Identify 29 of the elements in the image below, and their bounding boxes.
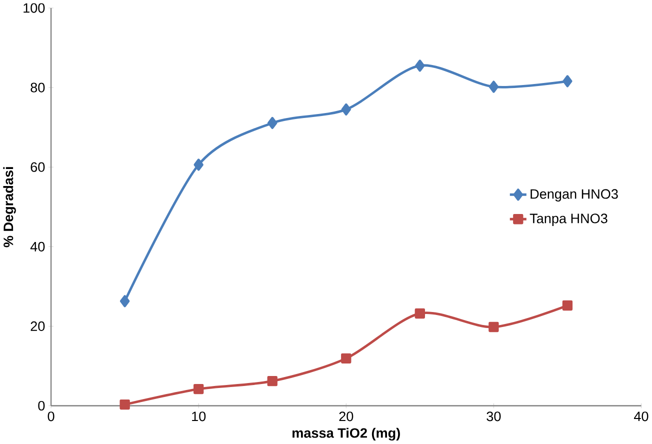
legend-label: Tanpa HNO3 [530, 214, 608, 226]
y-tick-label: 20 [30, 322, 45, 332]
x-tick-label: 20 [339, 412, 354, 422]
point [415, 60, 425, 72]
point [194, 158, 204, 171]
point [120, 295, 130, 308]
x-tick-label: 10 [192, 412, 206, 422]
point [120, 400, 130, 410]
x-tick-label: 0 [48, 412, 54, 422]
y-axis-title: % Degradasi [3, 167, 16, 248]
x-tick-label: 30 [486, 412, 501, 422]
point [267, 376, 278, 386]
y-tick-label: 80 [30, 82, 45, 92]
legend-label: Dengan HNO3 [530, 189, 618, 202]
y-tick-label: 100 [24, 3, 45, 13]
point [341, 103, 351, 116]
x-axis-title: massa TiO2 (mg) [292, 428, 400, 441]
point [488, 322, 499, 332]
point [562, 75, 572, 88]
point [268, 117, 278, 130]
point [488, 80, 499, 93]
point [414, 308, 425, 319]
y-tick-label: 60 [30, 162, 45, 172]
y-tick-label: 40 [30, 242, 45, 252]
point [341, 353, 352, 364]
point [562, 300, 573, 311]
x-tick-label: 40 [634, 412, 648, 422]
y-tick-label: 0 [38, 401, 45, 411]
point [194, 384, 204, 394]
